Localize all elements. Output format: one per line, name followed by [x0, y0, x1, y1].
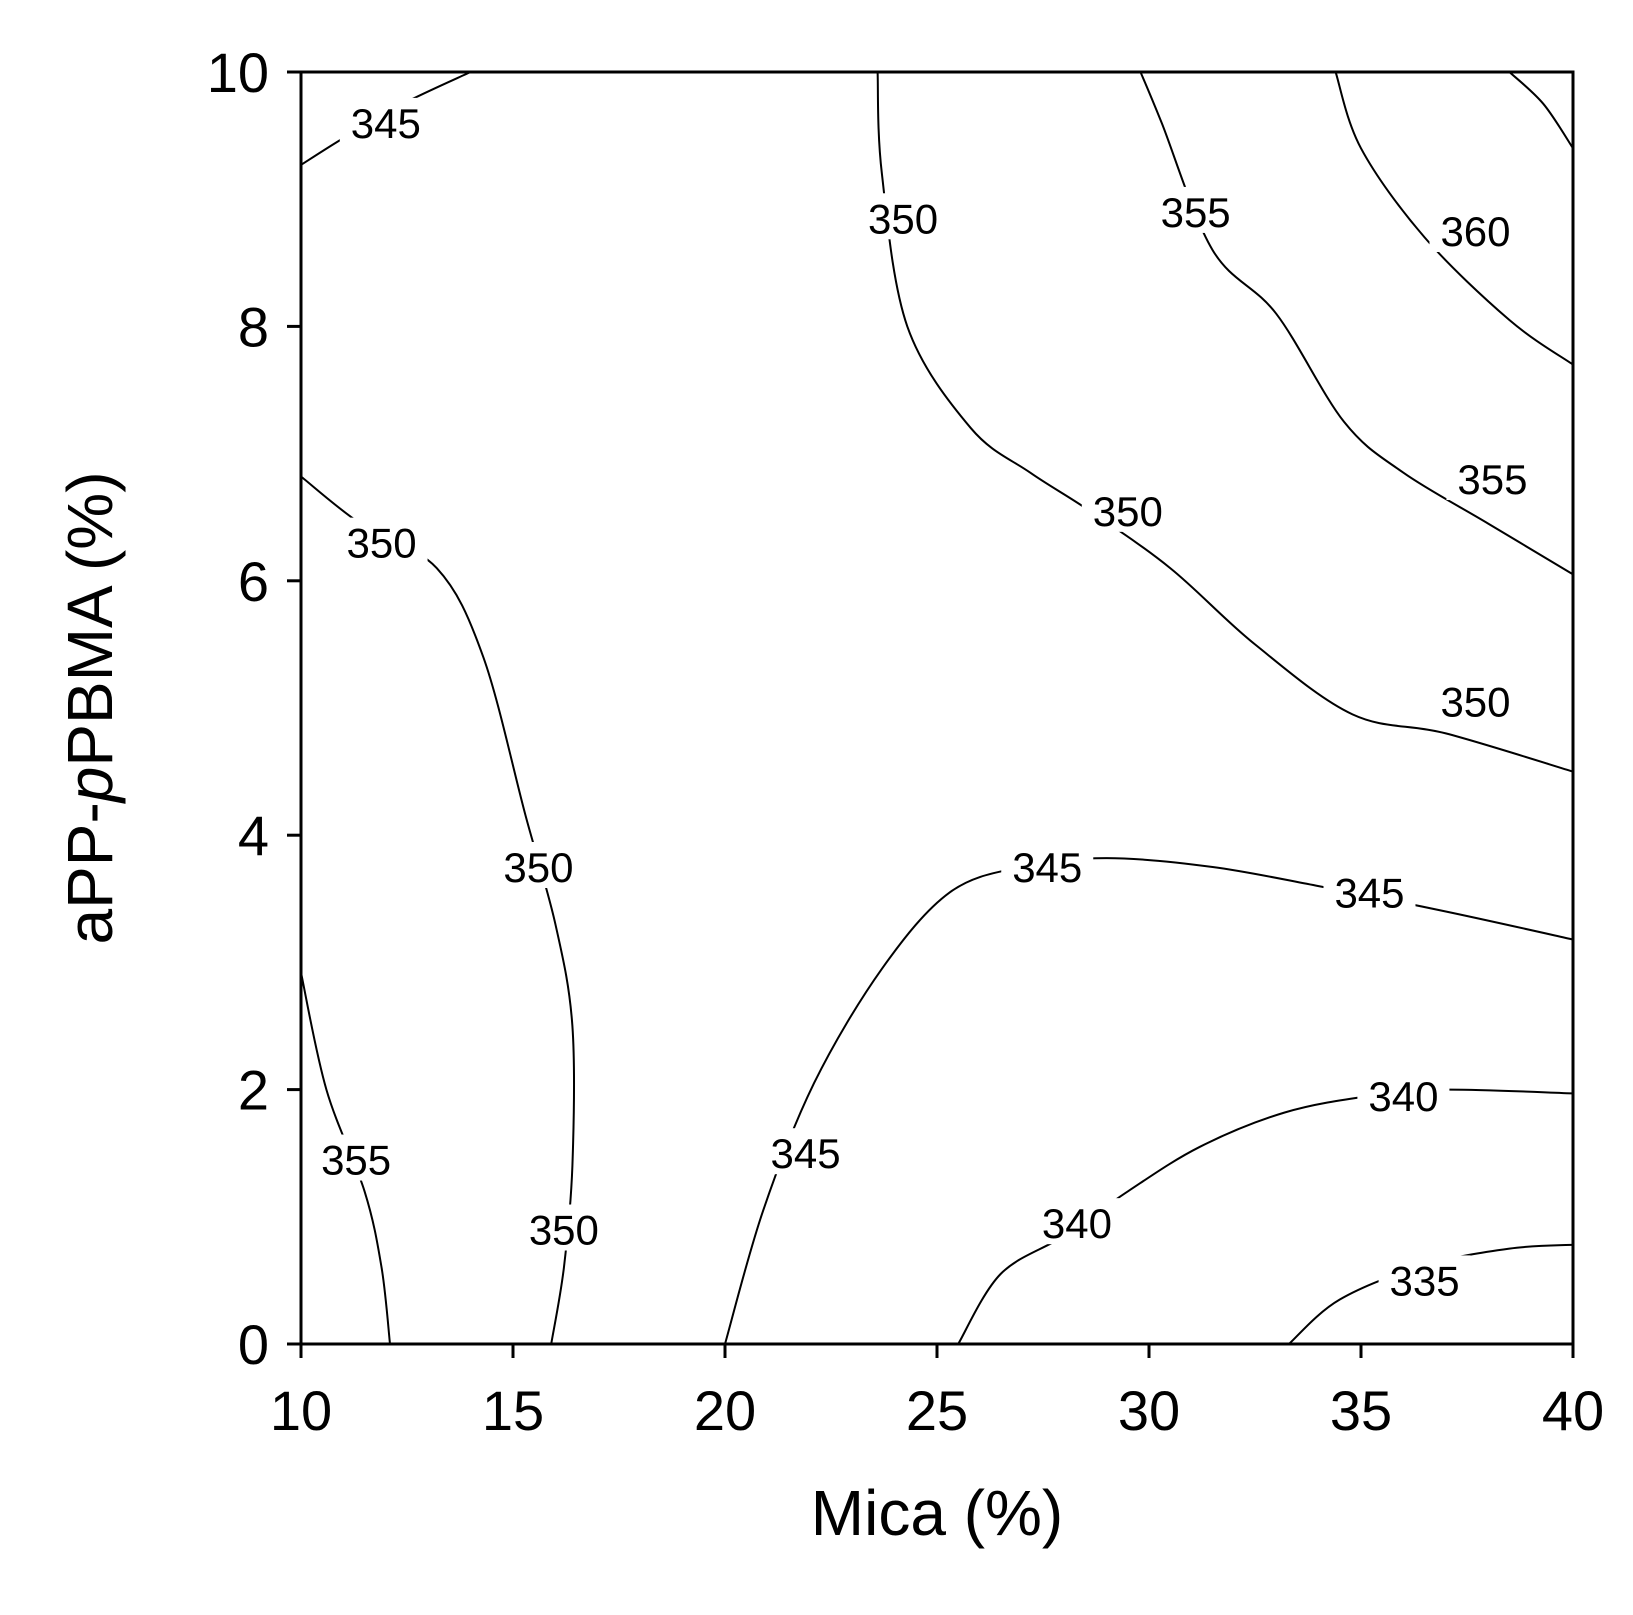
- plot-frame: [299, 70, 1575, 1346]
- contour-label: 350: [503, 844, 573, 891]
- contour-label: 345: [351, 100, 421, 147]
- contour-line-360: [1334, 71, 1574, 366]
- y-axis-title-prefix: aPP-: [54, 802, 126, 944]
- y-tick-label: 4: [238, 804, 269, 867]
- y-tick-label: 6: [238, 550, 269, 613]
- contour-labels: 345 350 355 360 350 355 350 350 350 345 345 340 355 3…: [321, 100, 1527, 1305]
- contour-label: 345: [1012, 844, 1082, 891]
- y-axis-title-italic: p: [54, 767, 126, 805]
- contour-label: 335: [1390, 1257, 1460, 1304]
- x-axis-title: Mica (%): [811, 1477, 1063, 1549]
- contour-label: 350: [347, 520, 417, 567]
- contour-line-355: [1139, 71, 1574, 576]
- contour-lines: [300, 71, 1574, 1345]
- contour-line-365: [1508, 71, 1574, 149]
- contour-line-345: [300, 71, 472, 166]
- contour-line-350: [300, 475, 576, 1345]
- contour-label: 345: [771, 1130, 841, 1177]
- y-tick-label: 0: [238, 1313, 269, 1376]
- x-tick-label: 10: [270, 1379, 332, 1442]
- contour-line-335: [1288, 1243, 1574, 1345]
- contour-label: 355: [1161, 189, 1231, 236]
- contour-line-355: [300, 972, 391, 1345]
- x-tick-label: 40: [1542, 1379, 1604, 1442]
- x-tick-label: 20: [694, 1379, 756, 1442]
- contour-label: 345: [1334, 869, 1404, 916]
- x-tick-label: 15: [482, 1379, 544, 1442]
- y-tick-label: 8: [238, 295, 269, 358]
- x-axis: 10 15 20 25 30 35 40: [270, 1344, 1604, 1442]
- contour-label: 340: [1368, 1073, 1438, 1120]
- contour-label: 350: [868, 195, 938, 242]
- y-axis: 0 2 4 6 8 10: [207, 41, 301, 1376]
- y-axis-title: aPP-pPBMA (%): [54, 471, 126, 944]
- contour-line-340: [957, 1088, 1574, 1345]
- contour-label: 355: [1457, 456, 1527, 503]
- contour-label: 340: [1042, 1200, 1112, 1247]
- x-tick-label: 25: [906, 1379, 968, 1442]
- y-axis-title-suffix: PBMA (%): [54, 471, 126, 766]
- contour-line-350: [876, 71, 1574, 773]
- contour-label: 350: [529, 1207, 599, 1254]
- contour-label: 350: [1440, 679, 1510, 726]
- contour-line-345: [724, 857, 1574, 1345]
- x-tick-label: 35: [1330, 1379, 1392, 1442]
- contour-label: 350: [1093, 488, 1163, 535]
- contour-label: 360: [1440, 208, 1510, 255]
- y-tick-label: 2: [238, 1059, 269, 1122]
- contour-label: 355: [321, 1137, 391, 1184]
- y-tick-label: 10: [207, 41, 269, 104]
- x-tick-label: 30: [1118, 1379, 1180, 1442]
